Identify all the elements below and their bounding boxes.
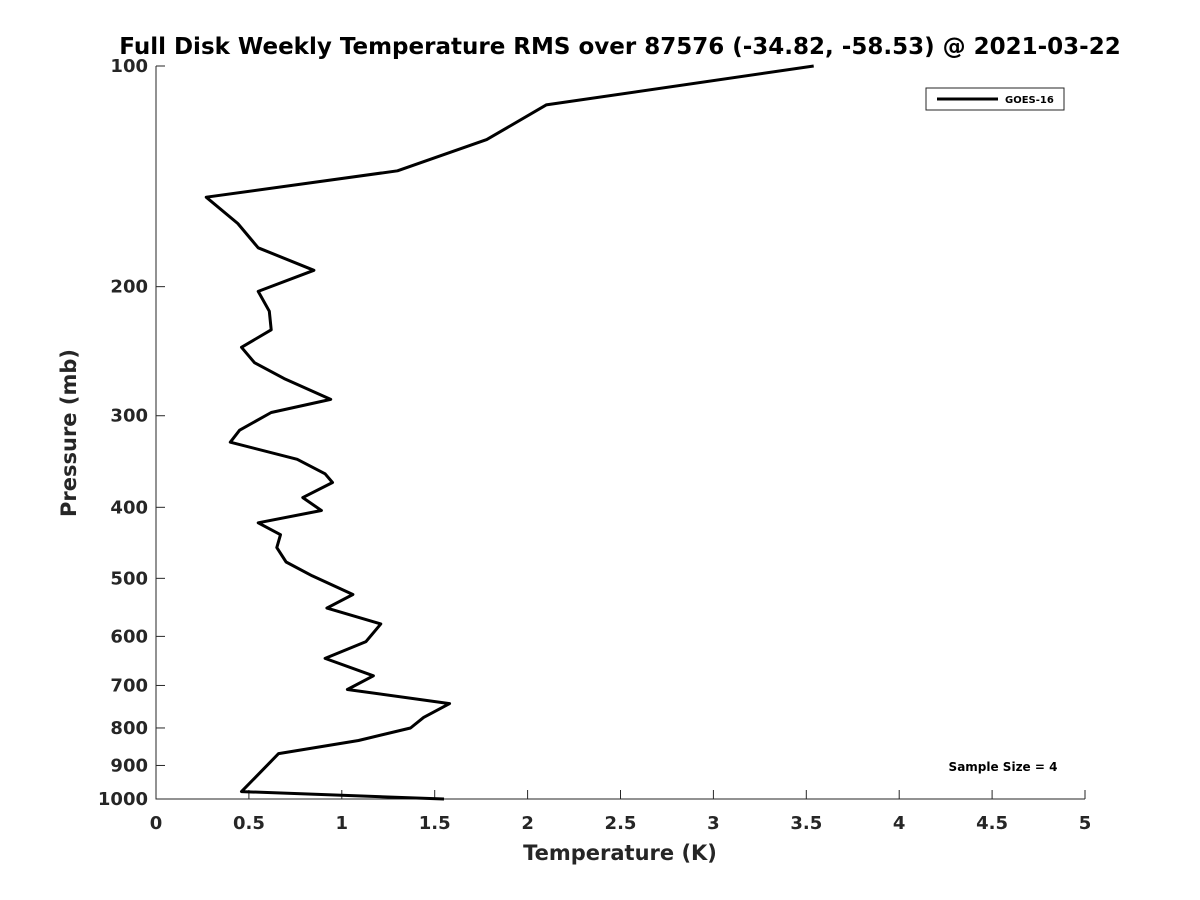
x-tick-label: 2.5 (605, 813, 637, 834)
legend-label: GOES-16 (1005, 95, 1054, 106)
y-tick-label: 600 (110, 626, 148, 647)
series-line-goes-16 (204, 64, 814, 801)
x-tick-label: 2 (521, 813, 534, 834)
sample-size-annotation: Sample Size = 4 (949, 760, 1058, 774)
x-tick-label: 0.5 (233, 813, 265, 834)
y-tick-label: 700 (110, 675, 148, 696)
y-axis-ticks: 100 200 300 400 500 600 700 800 900 1000 (98, 56, 165, 810)
y-tick-label: 300 (110, 406, 148, 427)
x-tick-label: 5 (1079, 813, 1092, 834)
y-tick-label: 900 (110, 755, 148, 776)
y-tick-label: 100 (110, 56, 148, 77)
x-tick-label: 0 (150, 813, 163, 834)
y-axis-label: Pressure (mb) (57, 349, 81, 517)
legend: GOES-16 (925, 87, 1065, 111)
x-tick-label: 3.5 (790, 813, 822, 834)
chart-title: Full Disk Weekly Temperature RMS over 87… (119, 34, 1121, 60)
x-axis-label: Temperature (K) (523, 841, 717, 865)
x-tick-label: 3 (707, 813, 720, 834)
x-tick-label: 4.5 (976, 813, 1008, 834)
x-tick-label: 4 (893, 813, 906, 834)
y-tick-label: 1000 (98, 789, 148, 810)
y-tick-label: 400 (110, 497, 148, 518)
x-axis-ticks: 0 0.5 1 1.5 2 2.5 3 3.5 4 4.5 5 (150, 790, 1092, 834)
y-tick-label: 800 (110, 718, 148, 739)
y-tick-label: 200 (110, 277, 148, 298)
x-tick-label: 1.5 (419, 813, 451, 834)
series-layer (204, 64, 814, 801)
x-tick-label: 1 (336, 813, 349, 834)
y-tick-label: 500 (110, 568, 148, 589)
